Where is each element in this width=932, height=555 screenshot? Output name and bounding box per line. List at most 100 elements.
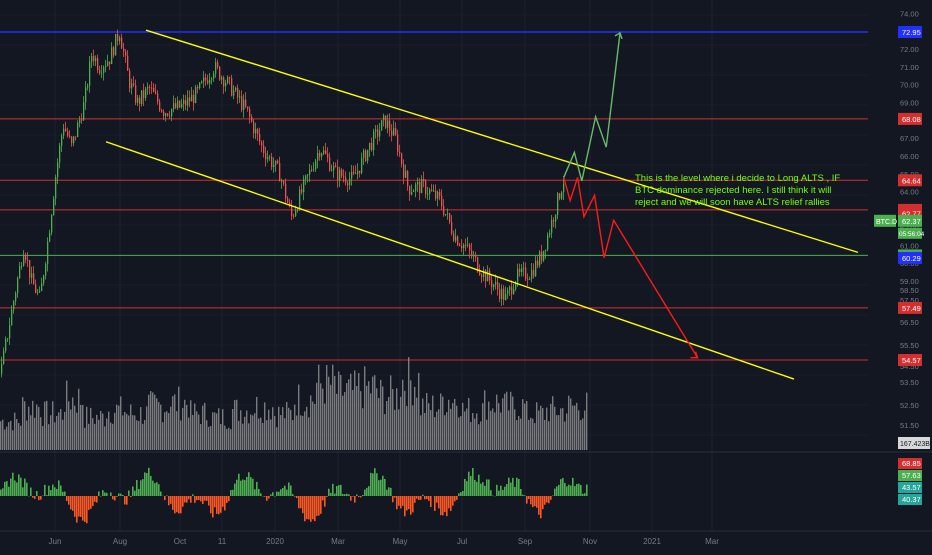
candle-body	[71, 137, 72, 143]
volume-bar	[254, 413, 255, 450]
volume-bar	[228, 428, 229, 450]
candle-body	[141, 90, 142, 104]
volume-bar	[268, 410, 269, 450]
oscillator-bar	[468, 472, 470, 496]
price-level-label: 54.57	[902, 356, 921, 365]
oscillator-bar	[104, 492, 106, 496]
candle-body	[403, 164, 404, 178]
volume-bar	[292, 420, 293, 450]
oscillator-bar	[322, 496, 324, 500]
volume-bar	[240, 410, 241, 450]
volume-bar	[380, 380, 381, 450]
oscillator-bar	[310, 496, 312, 522]
volume-bar	[448, 400, 449, 450]
candle-body	[487, 271, 488, 282]
candle-body	[247, 107, 248, 109]
oscillator-bar	[96, 496, 98, 503]
candle-body	[407, 171, 408, 186]
candle-body	[57, 162, 58, 177]
candle-body	[493, 285, 494, 287]
volume-bar	[44, 402, 45, 450]
oscillator-bar	[302, 496, 304, 513]
volume-bar	[468, 398, 469, 450]
volume-bar	[322, 389, 323, 450]
candle-body	[417, 182, 418, 184]
candle-body	[523, 268, 524, 269]
oscillator-bar	[480, 484, 482, 496]
candle-body	[241, 96, 242, 110]
candle-body	[267, 157, 268, 159]
candle-body	[53, 199, 54, 215]
volume-bar	[396, 388, 397, 450]
candle-body	[459, 245, 460, 246]
candle-body	[261, 142, 262, 146]
candle-body	[195, 87, 196, 103]
volume-bar	[314, 404, 315, 450]
oscillator-bar	[350, 496, 352, 501]
oscillator-bar	[252, 479, 254, 496]
candle-body	[423, 179, 424, 181]
candle-body	[437, 192, 438, 199]
candle-body	[189, 97, 190, 101]
oscillator-bar	[296, 496, 298, 498]
oscillator-bar	[70, 496, 72, 509]
candle-body	[47, 242, 48, 264]
oscillator-bar	[136, 480, 138, 496]
candle-body	[337, 167, 338, 181]
oscillator-bar	[150, 476, 152, 496]
volume-bar	[402, 380, 403, 450]
candle-body	[465, 245, 466, 246]
volume-bar	[514, 409, 515, 450]
candle-body	[187, 97, 188, 105]
candle-body	[157, 94, 158, 102]
oscillator-bar	[346, 494, 348, 496]
candle-body	[429, 190, 430, 194]
candle-body	[63, 129, 64, 136]
volume-bar	[120, 396, 121, 450]
time-axis-label: May	[392, 537, 407, 546]
candle-body	[51, 215, 52, 233]
volume-bar	[0, 421, 1, 450]
volume-label: 167.423B	[900, 441, 930, 448]
volume-bar	[566, 413, 567, 450]
oscillator-bar	[474, 480, 476, 496]
candle-body	[315, 160, 316, 169]
oscillator-bar	[92, 496, 94, 506]
candle-body	[277, 161, 278, 163]
volume-bar	[508, 410, 509, 450]
volume-bar	[286, 402, 287, 450]
candle-body	[107, 62, 108, 66]
volume-bar	[454, 399, 455, 450]
candle-body	[23, 255, 24, 266]
time-axis-label: Mar	[331, 537, 345, 546]
candle-body	[29, 260, 30, 278]
oscillator-bar	[390, 488, 392, 496]
volume-bar	[530, 418, 531, 450]
volume-bar	[230, 429, 231, 450]
time-axis-label: Jun	[49, 537, 62, 546]
candle-body	[309, 170, 310, 175]
candle-body	[105, 66, 106, 68]
candle-body	[409, 186, 410, 194]
volume-bar	[480, 421, 481, 450]
price-tick-label: 70.00	[900, 81, 919, 90]
annotation-text: reject and we will soon have ALTS relief…	[635, 197, 830, 208]
candle-body	[97, 58, 98, 70]
volume-bar	[224, 426, 225, 450]
volume-bar	[400, 397, 401, 450]
volume-bar	[94, 424, 95, 450]
volume-bar	[310, 395, 311, 450]
volume-bar	[422, 399, 423, 450]
oscillator-bar	[546, 496, 548, 502]
price-tick-label: 61.00	[900, 241, 919, 250]
oscillator-bar	[574, 486, 576, 496]
oscillator-bar	[328, 489, 330, 496]
candle-body	[439, 192, 440, 196]
volume-bar	[352, 390, 353, 450]
volume-bar	[180, 420, 181, 450]
oscillator-bar	[582, 494, 584, 496]
volume-bar	[338, 371, 339, 450]
volume-bar	[222, 409, 223, 450]
candle-body	[149, 87, 150, 88]
